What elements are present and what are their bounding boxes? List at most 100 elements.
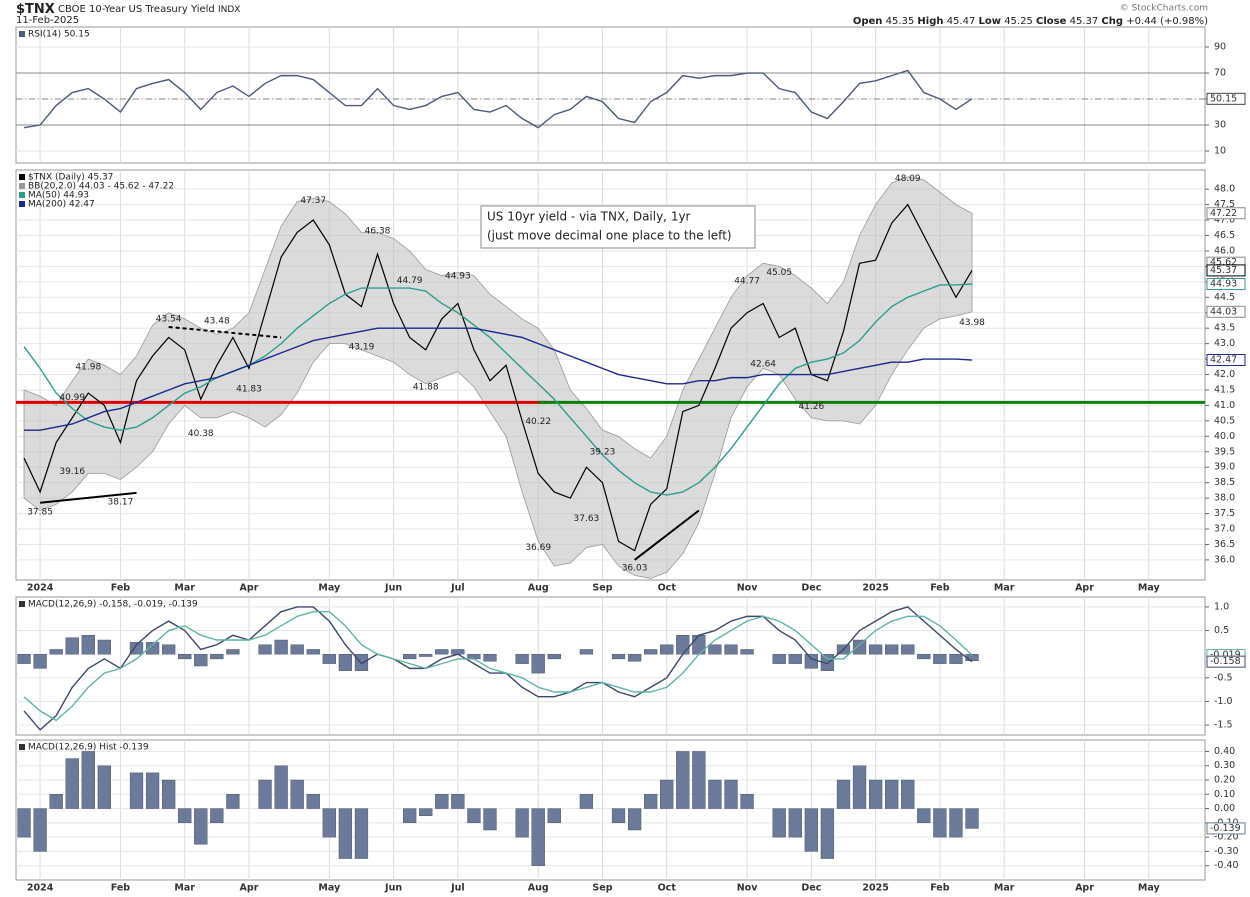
histogram-bar bbox=[467, 653, 481, 660]
histogram-bar bbox=[178, 808, 192, 824]
histogram-bar bbox=[917, 653, 931, 660]
histogram-bar bbox=[210, 653, 224, 660]
trend-line bbox=[633, 509, 700, 561]
quote-label: Close bbox=[1036, 16, 1067, 27]
point-label: 41.88 bbox=[413, 383, 439, 393]
y-tick-label: 10 bbox=[1214, 146, 1226, 157]
histogram-bar bbox=[419, 808, 433, 816]
quote-label: High bbox=[917, 16, 943, 27]
x-tick-label: May bbox=[318, 583, 341, 594]
date: 11-Feb-2025 bbox=[16, 15, 79, 26]
histogram-bar bbox=[740, 794, 754, 809]
series-line bbox=[23, 203, 973, 552]
x-tick-label: Jun bbox=[384, 883, 402, 894]
trend-line bbox=[168, 325, 282, 339]
trend-line bbox=[39, 491, 137, 504]
histogram-bar bbox=[33, 653, 47, 669]
histogram-bar bbox=[306, 649, 320, 655]
x-tick-label: 2024 bbox=[27, 583, 54, 594]
point-label: 47.37 bbox=[300, 196, 326, 206]
y-tick-label: -0.5 bbox=[1214, 672, 1233, 683]
histogram-bar bbox=[901, 644, 915, 655]
y-tick-label: 40.5 bbox=[1214, 415, 1235, 426]
histogram-bar bbox=[258, 644, 272, 655]
point-label: 36.03 bbox=[622, 563, 648, 573]
histogram-bar bbox=[933, 653, 947, 664]
point-label: 43.54 bbox=[156, 314, 182, 324]
histogram-bar bbox=[531, 653, 545, 674]
value-tag bbox=[1206, 822, 1246, 835]
x-tick-label: Apr bbox=[1075, 583, 1094, 594]
series-line bbox=[23, 283, 973, 496]
histogram-bar bbox=[949, 808, 963, 838]
point-label: 44.77 bbox=[734, 276, 760, 286]
histogram-bar bbox=[97, 765, 111, 809]
legend-entry: MACD(12,26,9) -0.158, -0.019, -0.139 bbox=[28, 600, 198, 610]
histogram-bar bbox=[627, 653, 642, 662]
x-tick-label: Dec bbox=[801, 583, 821, 594]
histogram-bar bbox=[33, 808, 47, 852]
point-label: 41.83 bbox=[236, 384, 262, 394]
y-tick-label: 70 bbox=[1214, 68, 1226, 79]
histogram-bar bbox=[483, 808, 497, 831]
symbol: $TNX bbox=[16, 2, 55, 17]
histogram-bar bbox=[547, 653, 561, 660]
histogram-bar bbox=[419, 653, 433, 657]
y-tick-label: 30 bbox=[1214, 120, 1226, 131]
histogram-bar bbox=[194, 808, 208, 845]
histogram-bar bbox=[788, 808, 802, 838]
y-tick-label: -1.5 bbox=[1214, 720, 1233, 731]
histogram-bar bbox=[772, 808, 786, 838]
point-label: 43.98 bbox=[959, 318, 985, 328]
histogram-bar bbox=[515, 808, 529, 838]
y-tick-label: 41.0 bbox=[1214, 400, 1235, 411]
quote-value: +0.44 (+0.98%) bbox=[1126, 16, 1208, 27]
series-line bbox=[23, 69, 973, 129]
histogram-bar bbox=[451, 794, 465, 809]
point-label: 40.22 bbox=[525, 417, 551, 427]
y-tick-label: 38.0 bbox=[1214, 493, 1235, 504]
histogram-bar bbox=[692, 635, 706, 655]
y-tick-label: 46.0 bbox=[1214, 245, 1235, 256]
y-tick-label: 0.10 bbox=[1214, 789, 1235, 800]
histogram-bar bbox=[467, 808, 481, 824]
x-tick-label: Jul bbox=[450, 583, 465, 594]
value-tag-label: 45.62 bbox=[1210, 257, 1237, 268]
x-tick-label: Feb bbox=[930, 583, 950, 594]
histogram-bar bbox=[868, 644, 883, 655]
x-tick-label: Aug bbox=[528, 883, 549, 894]
histogram-bar bbox=[226, 649, 240, 655]
chart-header: $TNX CBOE 10-Year US Treasury Yield INDX bbox=[16, 2, 240, 17]
y-tick-label: 38.5 bbox=[1214, 477, 1235, 488]
x-tick-label: 2024 bbox=[27, 883, 54, 894]
histogram-bar bbox=[17, 808, 31, 838]
point-label: 42.64 bbox=[750, 359, 776, 369]
histogram-bar bbox=[901, 779, 915, 809]
histogram-bar bbox=[917, 808, 931, 824]
histogram-bar bbox=[145, 772, 160, 809]
histogram-bar bbox=[162, 779, 176, 809]
x-tick-label: Mar bbox=[174, 883, 195, 894]
y-tick-label: 42.0 bbox=[1214, 369, 1235, 380]
y-tick-label: -1.0 bbox=[1214, 696, 1233, 707]
histogram-bar bbox=[644, 794, 658, 809]
quote-value: 45.47 bbox=[947, 16, 976, 27]
legend-entry: RSI(14) 50.15 bbox=[28, 30, 90, 40]
x-tick-label: 2025 bbox=[862, 583, 888, 594]
quote-line: Open 45.35 High 45.47 Low 45.25 Close 45… bbox=[853, 16, 1208, 27]
instrument-name: CBOE 10-Year US Treasury Yield bbox=[58, 4, 215, 15]
x-tick-label: Feb bbox=[930, 883, 950, 894]
histogram-bar bbox=[306, 794, 320, 809]
histogram-bar bbox=[611, 653, 626, 660]
histogram-bar bbox=[804, 808, 818, 852]
value-tag-label: -0.158 bbox=[1210, 656, 1241, 667]
x-tick-label: Oct bbox=[658, 883, 677, 894]
histogram-bar bbox=[531, 808, 545, 866]
value-tag-label: 42.47 bbox=[1210, 355, 1237, 366]
y-tick-label: 44.5 bbox=[1214, 292, 1235, 303]
histogram-bar bbox=[97, 639, 111, 655]
histogram-bar bbox=[81, 635, 95, 655]
y-tick-label: 37.0 bbox=[1214, 524, 1235, 535]
histogram-bar bbox=[579, 649, 594, 655]
histogram-bar bbox=[435, 649, 449, 655]
